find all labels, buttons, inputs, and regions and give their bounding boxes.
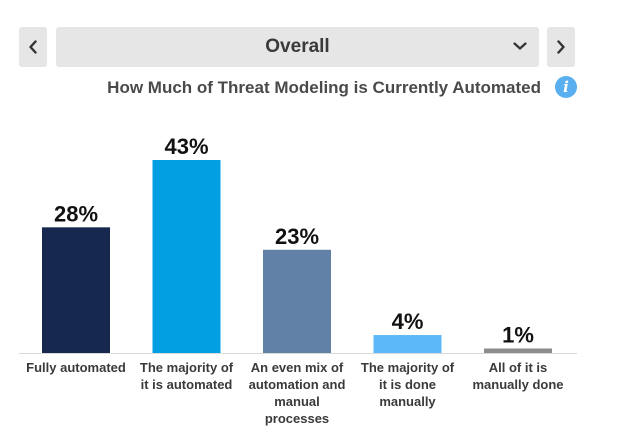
category-label: manually (379, 394, 436, 409)
category-label: manual (274, 394, 320, 409)
category-label: it is done (379, 377, 436, 392)
chevron-right-icon (557, 40, 565, 54)
bar[interactable] (263, 249, 331, 353)
category-label: The majority of (140, 360, 234, 375)
previous-button[interactable] (19, 27, 47, 67)
bar[interactable] (373, 335, 442, 353)
bar[interactable] (42, 227, 110, 353)
category-label: manually done (472, 377, 563, 392)
filter-dropdown[interactable]: Overall (56, 27, 539, 67)
data-label: 23% (275, 224, 319, 249)
chevron-left-icon (29, 40, 37, 54)
data-label: 1% (502, 323, 534, 348)
data-label: 43% (164, 134, 208, 159)
info-icon[interactable]: i (555, 76, 577, 98)
data-label: 28% (54, 201, 98, 226)
bar[interactable] (484, 348, 552, 353)
category-label: it is automated (141, 377, 233, 392)
next-button[interactable] (547, 27, 575, 67)
filter-dropdown-value: Overall (265, 36, 330, 57)
bar[interactable] (152, 160, 221, 353)
chevron-down-icon (513, 42, 527, 50)
data-label: 4% (392, 309, 424, 334)
category-label: Fully automated (26, 360, 126, 375)
category-label: The majority of (361, 360, 455, 375)
category-label: automation and (249, 377, 346, 392)
chart-title: How Much of Threat Modeling is Currently… (107, 78, 541, 97)
category-label: All of it is (489, 360, 548, 375)
category-label: processes (265, 411, 329, 426)
category-label: An even mix of (251, 360, 344, 375)
